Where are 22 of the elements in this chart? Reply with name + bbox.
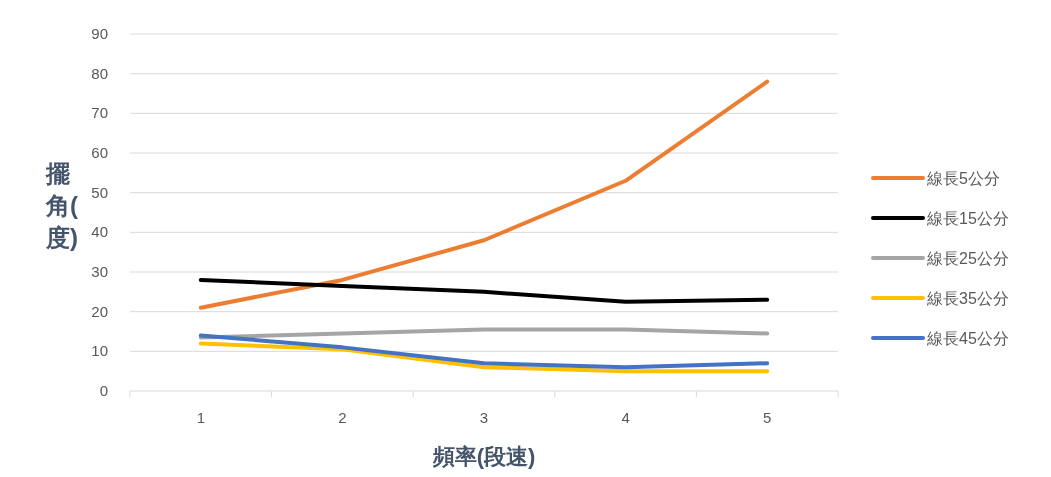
y-tick-label: 80 <box>91 64 108 82</box>
y-tick-label: 40 <box>91 223 108 241</box>
y-tick-label: 60 <box>91 144 108 161</box>
legend-label: 線長5公分 <box>926 170 1000 187</box>
x-axis-title: 頻率(段速) <box>431 444 536 469</box>
y-tick-label: 10 <box>91 342 108 360</box>
y-tick-label: 50 <box>91 183 108 201</box>
x-tick-label: 4 <box>621 409 630 426</box>
x-tick-label: 1 <box>196 409 205 426</box>
legend-label: 線長25公分 <box>926 250 1009 267</box>
x-tick-label: 5 <box>763 409 772 426</box>
x-tick-label: 2 <box>338 409 347 426</box>
y-tick-label: 20 <box>91 302 108 320</box>
x-tick-label: 3 <box>479 409 489 426</box>
y-axis-title: 擺角(度) <box>45 160 78 251</box>
legend-label: 線長35公分 <box>926 290 1009 307</box>
y-tick-label: 30 <box>91 263 108 280</box>
legend-label: 線長45公分 <box>926 330 1009 347</box>
legend-label: 線長15公分 <box>926 210 1009 227</box>
y-tick-label: 0 <box>99 382 108 399</box>
y-tick-label: 70 <box>91 104 108 122</box>
y-tick-label: 90 <box>91 25 108 42</box>
